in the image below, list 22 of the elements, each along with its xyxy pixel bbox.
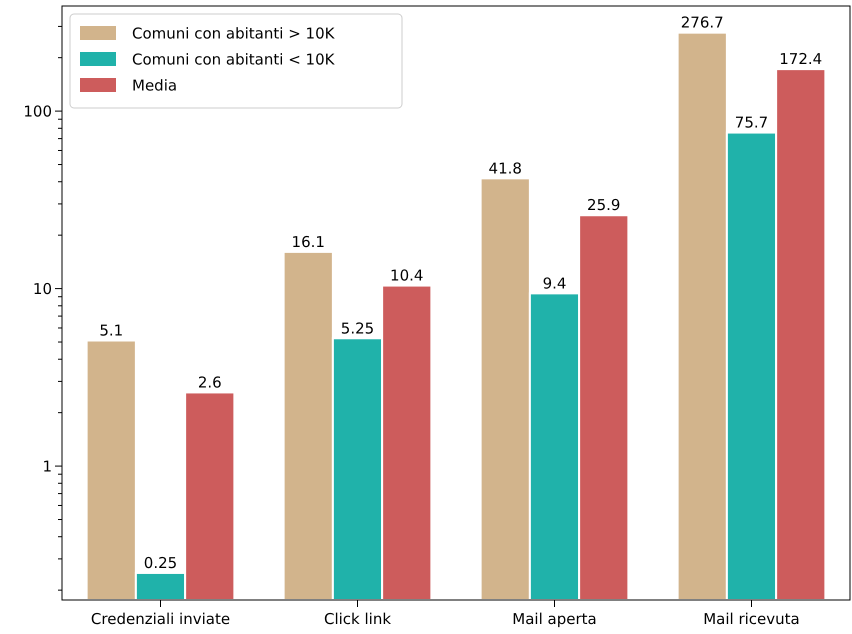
data-label: 172.4 [779,50,822,68]
data-label: 9.4 [542,274,566,292]
x-tick-label: Mail aperta [512,610,597,628]
x-tick-label: Mail ricevuta [703,610,800,628]
data-label: 41.8 [488,159,522,178]
data-label: 16.1 [292,232,325,251]
x-tick-label: Credenziali inviate [90,610,230,628]
data-label: 0.25 [144,554,178,572]
legend-label: Comuni con abitanti < 10K [132,50,336,68]
legend-label: Media [132,76,178,94]
data-label: 5.1 [99,322,124,340]
data-label: 5.25 [340,319,374,338]
x-tick-label: Click link [324,610,392,628]
data-label: 75.7 [734,114,768,132]
data-label: 10.4 [390,266,424,285]
y-tick-label: 1 [42,457,52,476]
data-label: 276.7 [680,14,724,32]
data-label: 2.6 [198,373,222,392]
y-tick-label: 100 [23,102,52,120]
legend-label: Comuni con abitanti > 10K [132,24,336,42]
data-label: 25.9 [587,196,620,214]
y-tick-label: 10 [32,280,52,298]
